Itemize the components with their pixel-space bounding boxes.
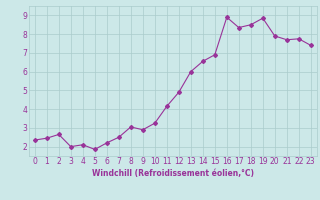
X-axis label: Windchill (Refroidissement éolien,°C): Windchill (Refroidissement éolien,°C) xyxy=(92,169,254,178)
